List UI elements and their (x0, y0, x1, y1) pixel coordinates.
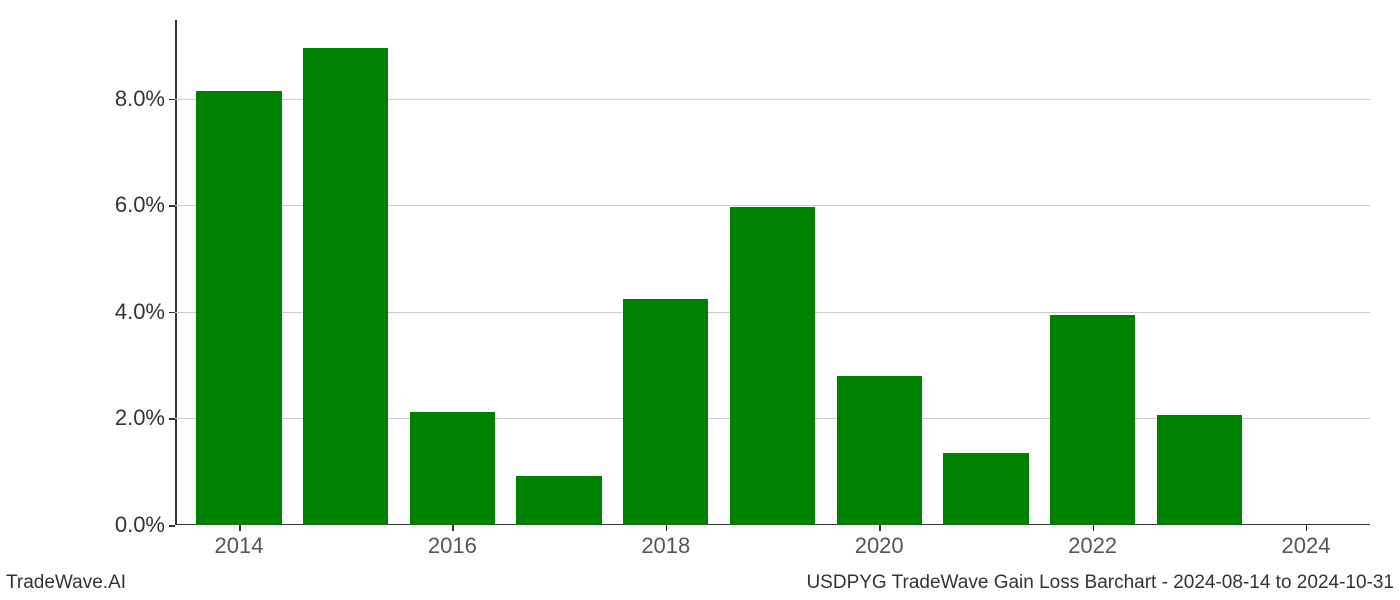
y-tick-label: 2.0% (115, 405, 165, 431)
footer-right-text: USDPYG TradeWave Gain Loss Barchart - 20… (806, 572, 1394, 594)
bar-chart: 0.0%2.0%4.0%6.0%8.0%20142016201820202022… (175, 35, 1370, 525)
x-tick-label: 2016 (428, 533, 477, 559)
bar (1157, 415, 1242, 525)
bar (623, 299, 708, 525)
bar (1050, 315, 1135, 525)
x-tick-label: 2018 (641, 533, 690, 559)
y-tick-label: 4.0% (115, 299, 165, 325)
bar (196, 91, 281, 525)
bar (730, 207, 815, 526)
y-tick-label: 0.0% (115, 512, 165, 538)
y-tick-mark (169, 99, 175, 101)
x-tick-label: 2014 (215, 533, 264, 559)
x-tick-mark (666, 525, 668, 531)
x-tick-mark (239, 525, 241, 531)
y-tick-label: 6.0% (115, 192, 165, 218)
x-tick-label: 2024 (1281, 533, 1330, 559)
y-tick-label: 8.0% (115, 86, 165, 112)
y-tick-mark (169, 418, 175, 420)
bar (943, 453, 1028, 525)
x-tick-label: 2022 (1068, 533, 1117, 559)
x-tick-label: 2020 (855, 533, 904, 559)
bar (410, 412, 495, 525)
x-tick-mark (1093, 525, 1095, 531)
x-tick-mark (1306, 525, 1308, 531)
bar (303, 48, 388, 525)
bar (516, 476, 601, 525)
plot-area: 0.0%2.0%4.0%6.0%8.0%20142016201820202022… (175, 35, 1370, 525)
x-tick-mark (879, 525, 881, 531)
bar (837, 376, 922, 525)
y-tick-mark (169, 525, 175, 527)
y-tick-mark (169, 312, 175, 314)
x-tick-mark (452, 525, 454, 531)
y-axis-line (175, 20, 177, 525)
footer-left-text: TradeWave.AI (6, 572, 126, 594)
y-tick-mark (169, 205, 175, 207)
